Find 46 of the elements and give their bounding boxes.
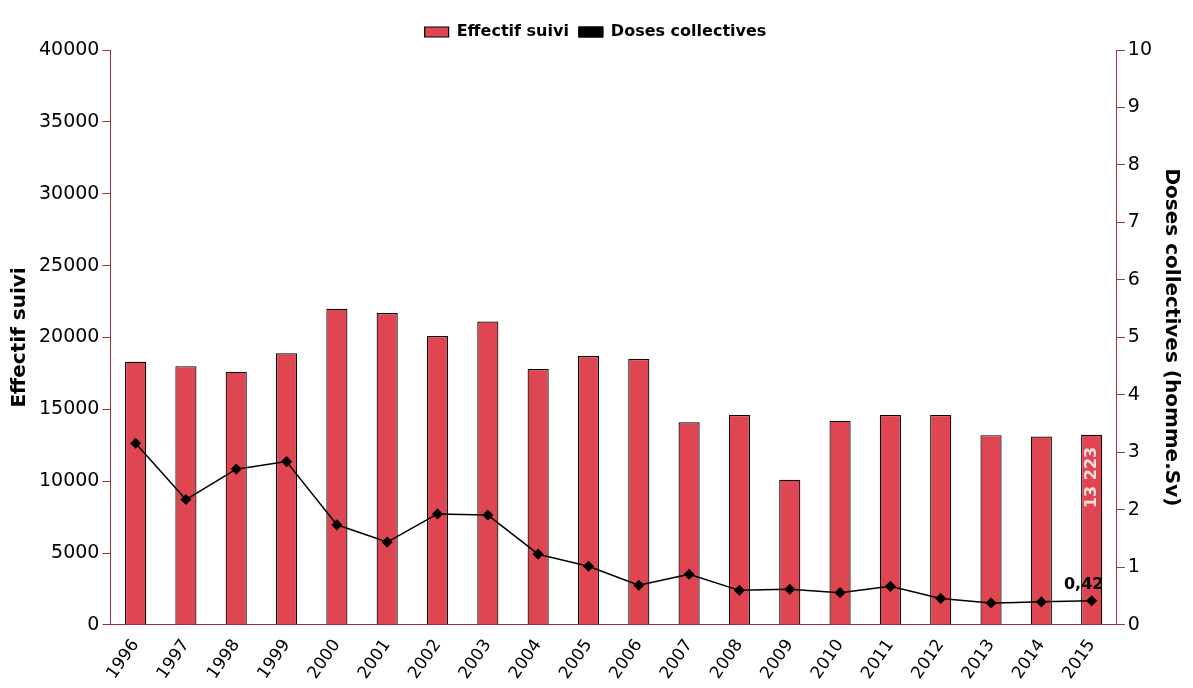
point bbox=[230, 463, 242, 475]
legend-label: Doses collectives bbox=[610, 21, 767, 41]
y-tick-label: 0 bbox=[87, 611, 100, 634]
legend-label: Effectif suivi bbox=[456, 21, 569, 41]
point bbox=[532, 548, 544, 560]
point bbox=[482, 509, 494, 521]
point bbox=[834, 587, 846, 598]
y2-tick-label: 6 bbox=[1127, 266, 1140, 289]
point bbox=[432, 508, 443, 520]
y-tick-label: 20000 bbox=[38, 324, 100, 347]
y2-tick-label: 5 bbox=[1127, 324, 1140, 347]
point bbox=[985, 597, 997, 609]
y-tick-label: 5000 bbox=[51, 539, 100, 562]
point bbox=[784, 583, 795, 595]
y2-tick-label: 8 bbox=[1127, 151, 1140, 174]
y2-tick-label: 1 bbox=[1127, 554, 1140, 577]
y2-tick-label: 2 bbox=[1127, 496, 1140, 519]
point bbox=[130, 437, 141, 449]
y2-tick-label: 4 bbox=[1127, 381, 1140, 404]
point bbox=[1086, 595, 1097, 606]
point bbox=[1036, 596, 1047, 608]
data-label: 13 223 bbox=[1080, 446, 1100, 509]
data-label: 0,42 bbox=[1063, 573, 1104, 593]
point bbox=[935, 593, 946, 604]
y2-tick-label: 9 bbox=[1127, 94, 1140, 117]
point bbox=[381, 536, 393, 548]
point bbox=[331, 519, 343, 531]
y2-tick-label: 0 bbox=[1127, 611, 1140, 634]
y2-tick-label: 3 bbox=[1127, 439, 1140, 462]
point bbox=[683, 569, 695, 580]
point bbox=[583, 560, 594, 572]
y-tick-label: 35000 bbox=[38, 108, 100, 131]
y-tick-label: 10000 bbox=[38, 468, 100, 491]
y-tick-label: 30000 bbox=[38, 180, 100, 203]
y2-axis-title: Doses collectives (homme.Sv) bbox=[1160, 168, 1185, 507]
point bbox=[633, 579, 645, 591]
point bbox=[734, 585, 745, 596]
y-tick-label: 25000 bbox=[38, 252, 100, 275]
y2-tick-label: 7 bbox=[1127, 209, 1140, 232]
point bbox=[885, 581, 896, 592]
point bbox=[281, 456, 292, 467]
point bbox=[180, 494, 192, 505]
y-axis-title: Effectif suivi bbox=[6, 267, 31, 408]
y2-tick-label: 10 bbox=[1127, 36, 1153, 59]
y-tick-label: 15000 bbox=[38, 396, 100, 419]
y-tick-label: 40000 bbox=[38, 36, 100, 59]
